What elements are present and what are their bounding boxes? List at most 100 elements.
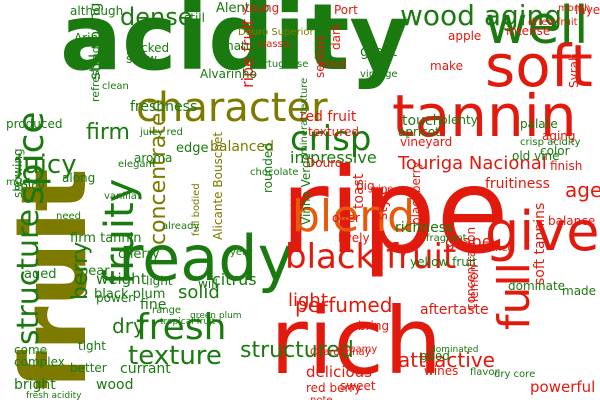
word-bright: bright xyxy=(14,377,56,393)
word-lemon: lemon xyxy=(467,264,481,302)
word-blend: blend xyxy=(292,191,416,242)
word-delicious: delicious xyxy=(306,363,372,381)
word-tight: tight xyxy=(78,339,106,353)
word-light: light xyxy=(288,290,328,311)
word-apple: apple xyxy=(448,29,482,43)
word-yellow-fruit: yellow fruit xyxy=(410,255,477,269)
word-aroma: aroma xyxy=(134,151,173,165)
word-bring: bring xyxy=(358,319,390,333)
word-touch: touch xyxy=(402,113,442,129)
word-balanced: balanced xyxy=(210,139,275,155)
word-clean: clean xyxy=(102,81,129,92)
word-balance: balance xyxy=(548,214,596,228)
word-soft: soft xyxy=(485,32,593,100)
word-vineyard: vineyard xyxy=(400,135,453,149)
word-dominated: dominated xyxy=(430,345,479,355)
word-wood: wood xyxy=(96,377,134,393)
word-good: good xyxy=(420,349,450,363)
word-black-plum: black plum xyxy=(94,287,166,302)
word-pear: pear xyxy=(80,264,110,279)
word-character: character xyxy=(136,85,328,131)
word-young: young xyxy=(242,1,280,15)
word-apricot: apricot xyxy=(398,125,440,139)
word-layer: layer xyxy=(575,3,600,17)
word-texture: texture xyxy=(128,341,222,371)
word-well: well xyxy=(485,0,589,56)
word-give: give xyxy=(485,200,600,263)
word-range: range xyxy=(152,305,182,316)
word-complex: complex xyxy=(14,355,65,369)
word-named: Named xyxy=(478,243,514,254)
word-fragrant: fragrant xyxy=(426,233,467,244)
word-citrus: citrus xyxy=(212,270,257,289)
word-intense: intense xyxy=(506,24,551,38)
word-fresh-acidity: fresh acidity xyxy=(26,391,82,400)
word-textured: textured xyxy=(308,125,359,139)
word-dried-fruit: dried fruit xyxy=(528,17,578,28)
word-show: show xyxy=(126,52,158,66)
word-power: power xyxy=(96,291,134,305)
word-solid: solid xyxy=(178,282,220,303)
word-great: great xyxy=(360,44,398,60)
word-portuguese: Portuguese xyxy=(252,59,309,70)
word-come: come xyxy=(14,343,48,357)
word-dense: dense xyxy=(120,3,193,31)
word-green-plum: green plum xyxy=(190,311,242,321)
word-dark: dark xyxy=(329,23,343,50)
word-alicante-bouschet: Alicante Bouschet xyxy=(211,131,225,240)
word-lively: lively xyxy=(338,231,370,245)
word-packed: packed xyxy=(126,41,170,55)
word-wines: wines xyxy=(424,364,459,378)
word-currant: currant xyxy=(120,361,171,377)
word-richness: richness xyxy=(395,220,454,236)
word-douro: Douro xyxy=(306,156,343,170)
word-weight: weight xyxy=(96,270,147,288)
word-spicy: spicy xyxy=(14,179,45,193)
word-arinto: Arinto xyxy=(74,31,111,45)
word-alentejo: Alentejo xyxy=(216,1,270,16)
word-refreshing: refreshing xyxy=(89,46,102,102)
word-month: month xyxy=(558,3,591,14)
word-full: full xyxy=(489,262,540,330)
word-port: Port xyxy=(334,3,358,17)
word-offer: offer xyxy=(332,211,360,225)
word-flavor: flavor xyxy=(470,367,499,378)
word-already: already xyxy=(162,221,200,232)
word-soft-tannins: soft tannins xyxy=(532,202,548,285)
word-sweet: sweet xyxy=(340,379,376,393)
word-juicy-red: juicy red xyxy=(140,127,183,138)
word-plenty: plenty xyxy=(440,113,478,127)
word-black: black xyxy=(320,59,347,70)
word-big: big xyxy=(356,179,375,193)
word-aftertaste: aftertaste xyxy=(420,302,489,318)
word-ready: ready xyxy=(118,222,295,295)
word-palate: palate xyxy=(520,117,558,131)
word-dry-core: dry core xyxy=(494,369,536,380)
word-although: although xyxy=(70,4,124,18)
word-fruitiness: fruitiness xyxy=(485,176,550,192)
word-attractive: attractive xyxy=(398,348,495,372)
word-old-vine: old vine xyxy=(512,149,560,163)
word-dry: dry xyxy=(112,314,145,338)
word-mineral-texture: mineral texture xyxy=(299,77,310,155)
word-rich: rich xyxy=(270,288,443,395)
word-freshness: freshness xyxy=(130,99,198,115)
word-note: note xyxy=(310,396,333,400)
word-light: light xyxy=(146,274,173,288)
word-vintage: vintage xyxy=(360,69,398,80)
word-finish: finish xyxy=(550,159,583,173)
word-cherry: cherry xyxy=(118,247,160,262)
word-elegant: elegant xyxy=(118,159,156,170)
word-structured: structured xyxy=(240,338,354,363)
word-dominate: dominate xyxy=(508,279,566,293)
word-red-fruit: red fruit xyxy=(300,109,357,125)
word-edge: edge xyxy=(176,141,209,156)
word-red-berry: red berry xyxy=(306,381,362,395)
word-mature: mature xyxy=(222,39,266,53)
word-chocolate: chocolate xyxy=(250,167,299,178)
word-douro-superior: Douro Superior xyxy=(238,27,314,38)
word-aged: aged xyxy=(24,267,57,282)
word-will: will xyxy=(198,277,218,291)
word-alvarinho: Alvarinho xyxy=(200,67,257,81)
